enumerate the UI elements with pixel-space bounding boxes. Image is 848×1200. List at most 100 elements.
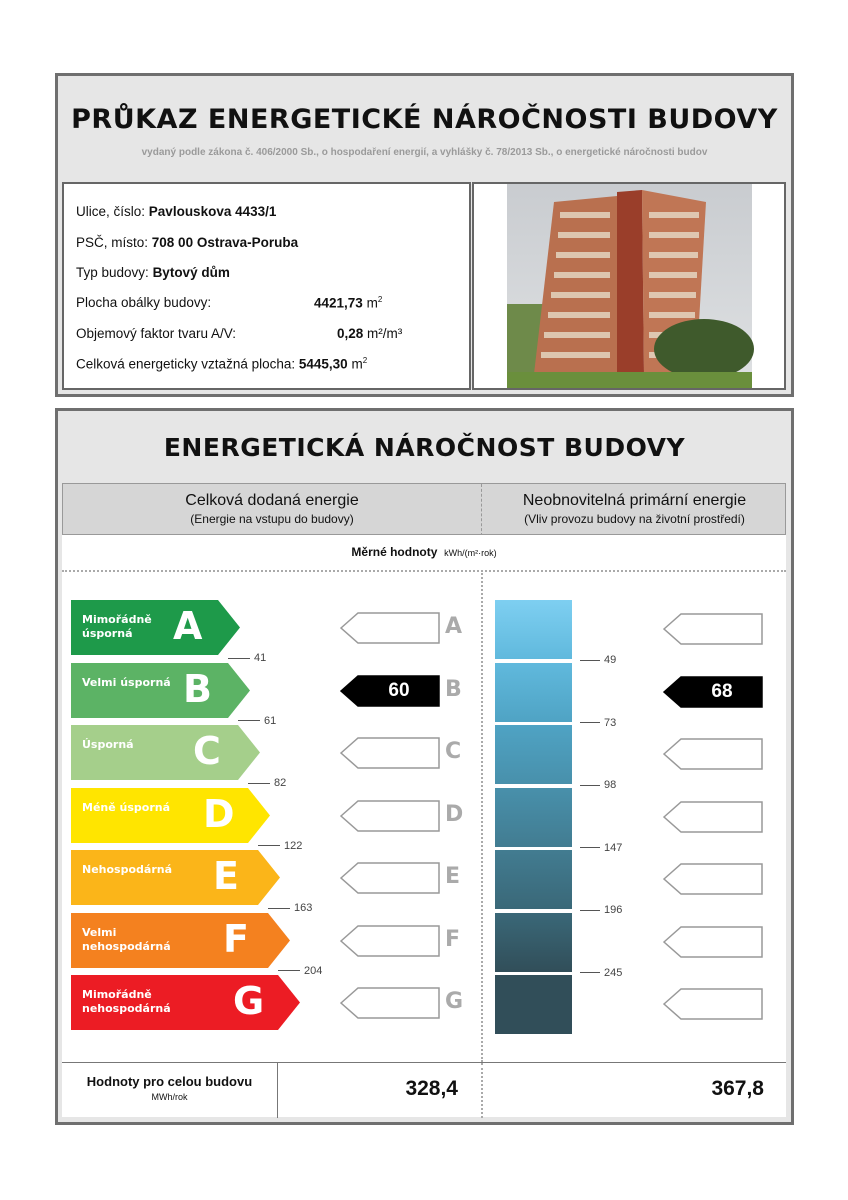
- class-letter: C: [193, 729, 221, 773]
- primary-indicator-e: [663, 863, 763, 895]
- delivered-threshold-value: 122: [284, 839, 303, 852]
- type-label: Typ budovy:: [76, 265, 149, 280]
- primary-indicator-g: [663, 988, 763, 1020]
- street-value: Pavlouskova 4433/1: [148, 204, 277, 219]
- columns-header: Celková dodaná energie (Energie na vstupu…: [62, 483, 786, 536]
- envelope-value: 4421,73: [314, 295, 363, 311]
- class-arrow-shape: [71, 725, 260, 780]
- area-label: Celková energeticky vztažná plocha:: [76, 356, 296, 372]
- shape-value: 0,28: [337, 326, 364, 341]
- primary-threshold-value: 98: [604, 779, 617, 791]
- arrow-left-icon: [580, 847, 600, 849]
- building-info: Ulice, číslo: Pavlouskova 4433/1 PSČ, mí…: [62, 182, 471, 390]
- class-letter: A: [173, 604, 203, 648]
- delivered-threshold: 163: [268, 902, 312, 914]
- street-label: Ulice, číslo:: [76, 204, 146, 219]
- delivered-indicator-letter: B: [445, 676, 462, 702]
- arrow-left-icon: [580, 722, 600, 724]
- class-letter: D: [203, 791, 235, 836]
- class-arrow-shape: [71, 975, 300, 1030]
- class-band-b: Velmi úsporná B: [71, 662, 250, 718]
- class-arrow-shape: [71, 662, 250, 718]
- primary-threshold: 98: [580, 779, 616, 791]
- primary-energy-title: Neobnovitelná primární energie: [522, 492, 747, 509]
- specific-values-label: Měrné hodnoty: [351, 545, 438, 559]
- area-unit: m: [351, 356, 363, 372]
- delivered-threshold: 122: [258, 840, 302, 852]
- primary-threshold-value: 73: [604, 716, 617, 729]
- delivered-indicator-a: [340, 612, 440, 644]
- delivered-threshold: 204: [278, 965, 322, 977]
- certificate-subtitle: vydaný podle zákona č. 406/2000 Sb., o h…: [141, 147, 708, 158]
- totals-row: Hodnoty pro celou budovu MWh/rok 328,4 3…: [62, 1062, 786, 1118]
- primary-indicator-a: [663, 613, 763, 645]
- primary-threshold-value: 147: [604, 841, 623, 854]
- primary-scale-segment-f: [495, 912, 572, 972]
- delivered-indicator-g: [340, 987, 440, 1019]
- delivered-indicator-letter: A: [445, 614, 463, 639]
- delivered-indicator-letter: E: [445, 864, 461, 889]
- class-label: Mimořádně nehospodárná: [82, 988, 171, 1015]
- class-band-a: Mimořádně úsporná A: [71, 600, 240, 655]
- arrow-left-icon: [580, 659, 600, 661]
- totals-unit: MWh/rok: [151, 1092, 188, 1102]
- delivered-threshold: 41: [228, 652, 266, 664]
- delivered-indicator-letter: D: [445, 801, 464, 827]
- primary-threshold-value: 49: [604, 654, 617, 666]
- delivered-indicator-e: [340, 862, 440, 894]
- building-photo: [472, 182, 786, 390]
- delivered-indicator-letter: F: [445, 926, 461, 952]
- primary-threshold: 245: [580, 967, 622, 979]
- class-label: Velmi úsporná: [82, 675, 171, 689]
- city-label: PSČ, místo:: [76, 235, 149, 250]
- shape-unit: m²/m³: [367, 326, 403, 341]
- certificate-title: PRŮKAZ ENERGETICKÉ NÁROČNOSTI BUDOVY: [71, 104, 778, 135]
- class-arrow-shape: [71, 600, 240, 655]
- specific-values-unit: kWh/(m²·rok): [444, 548, 497, 558]
- arrow-left-icon: [258, 845, 280, 847]
- primary-threshold-value: 196: [604, 904, 623, 916]
- section-title: ENERGETICKÁ NÁROČNOST BUDOVY: [163, 433, 686, 462]
- delivered-indicator-c: [340, 737, 440, 769]
- primary-threshold: 147: [580, 842, 622, 854]
- arrow-left-icon: [248, 782, 270, 784]
- delivered-indicator-letter: C: [445, 739, 462, 764]
- primary-indicator-f: [663, 925, 763, 958]
- primary-scale-segment-d: [495, 787, 572, 847]
- primary-threshold-value: 245: [604, 966, 623, 979]
- envelope-unit: m: [366, 295, 378, 311]
- building-photo-image: [507, 184, 754, 388]
- arrow-left-icon: [580, 972, 600, 974]
- primary-scale-segment-c: [495, 725, 572, 784]
- class-arrow-shape: [71, 912, 290, 968]
- class-band-f: Velmi nehospodárná F: [71, 912, 290, 968]
- primary-threshold: 196: [580, 904, 622, 916]
- class-band-d: Méně úsporná D: [71, 787, 270, 843]
- class-label: Méně úsporná: [82, 800, 171, 814]
- class-label: Úsporná: [82, 738, 134, 751]
- class-arrow-shape: [71, 787, 270, 843]
- primary-indicator-b-value: 68: [711, 680, 733, 702]
- delivered-indicator-letter: G: [445, 989, 464, 1014]
- primary-indicator-c: [663, 738, 763, 770]
- delivered-threshold-value: 61: [264, 714, 277, 727]
- delivered-threshold: 61: [238, 715, 276, 727]
- class-band-g: Mimořádně nehospodárná G: [71, 975, 300, 1030]
- primary-indicator-d: [663, 800, 763, 833]
- arrow-left-icon: [278, 970, 300, 972]
- arrow-left-icon: [228, 657, 250, 659]
- delivered-energy-subtitle: (Energie na vstupu do budovy): [190, 512, 354, 526]
- class-label: Nehospodárná: [82, 863, 173, 876]
- delivered-threshold-value: 204: [304, 964, 323, 977]
- class-band-c: Úsporná C: [71, 725, 260, 780]
- class-letter: G: [233, 979, 265, 1023]
- class-band-e: Nehospodárná E: [71, 850, 280, 905]
- delivered-threshold-value: 41: [254, 652, 267, 664]
- primary-threshold: 49: [580, 654, 616, 666]
- primary-indicator-b: 68: [663, 675, 763, 708]
- primary-scale-segment-g: [495, 975, 572, 1034]
- totals-label: Hodnoty pro celou budovu: [86, 1074, 253, 1089]
- primary-energy-subtitle: (Vliv provozu budovy na životní prostřed…: [524, 512, 745, 526]
- primary-scale-segment-e: [495, 850, 572, 909]
- arrow-left-icon: [238, 720, 260, 722]
